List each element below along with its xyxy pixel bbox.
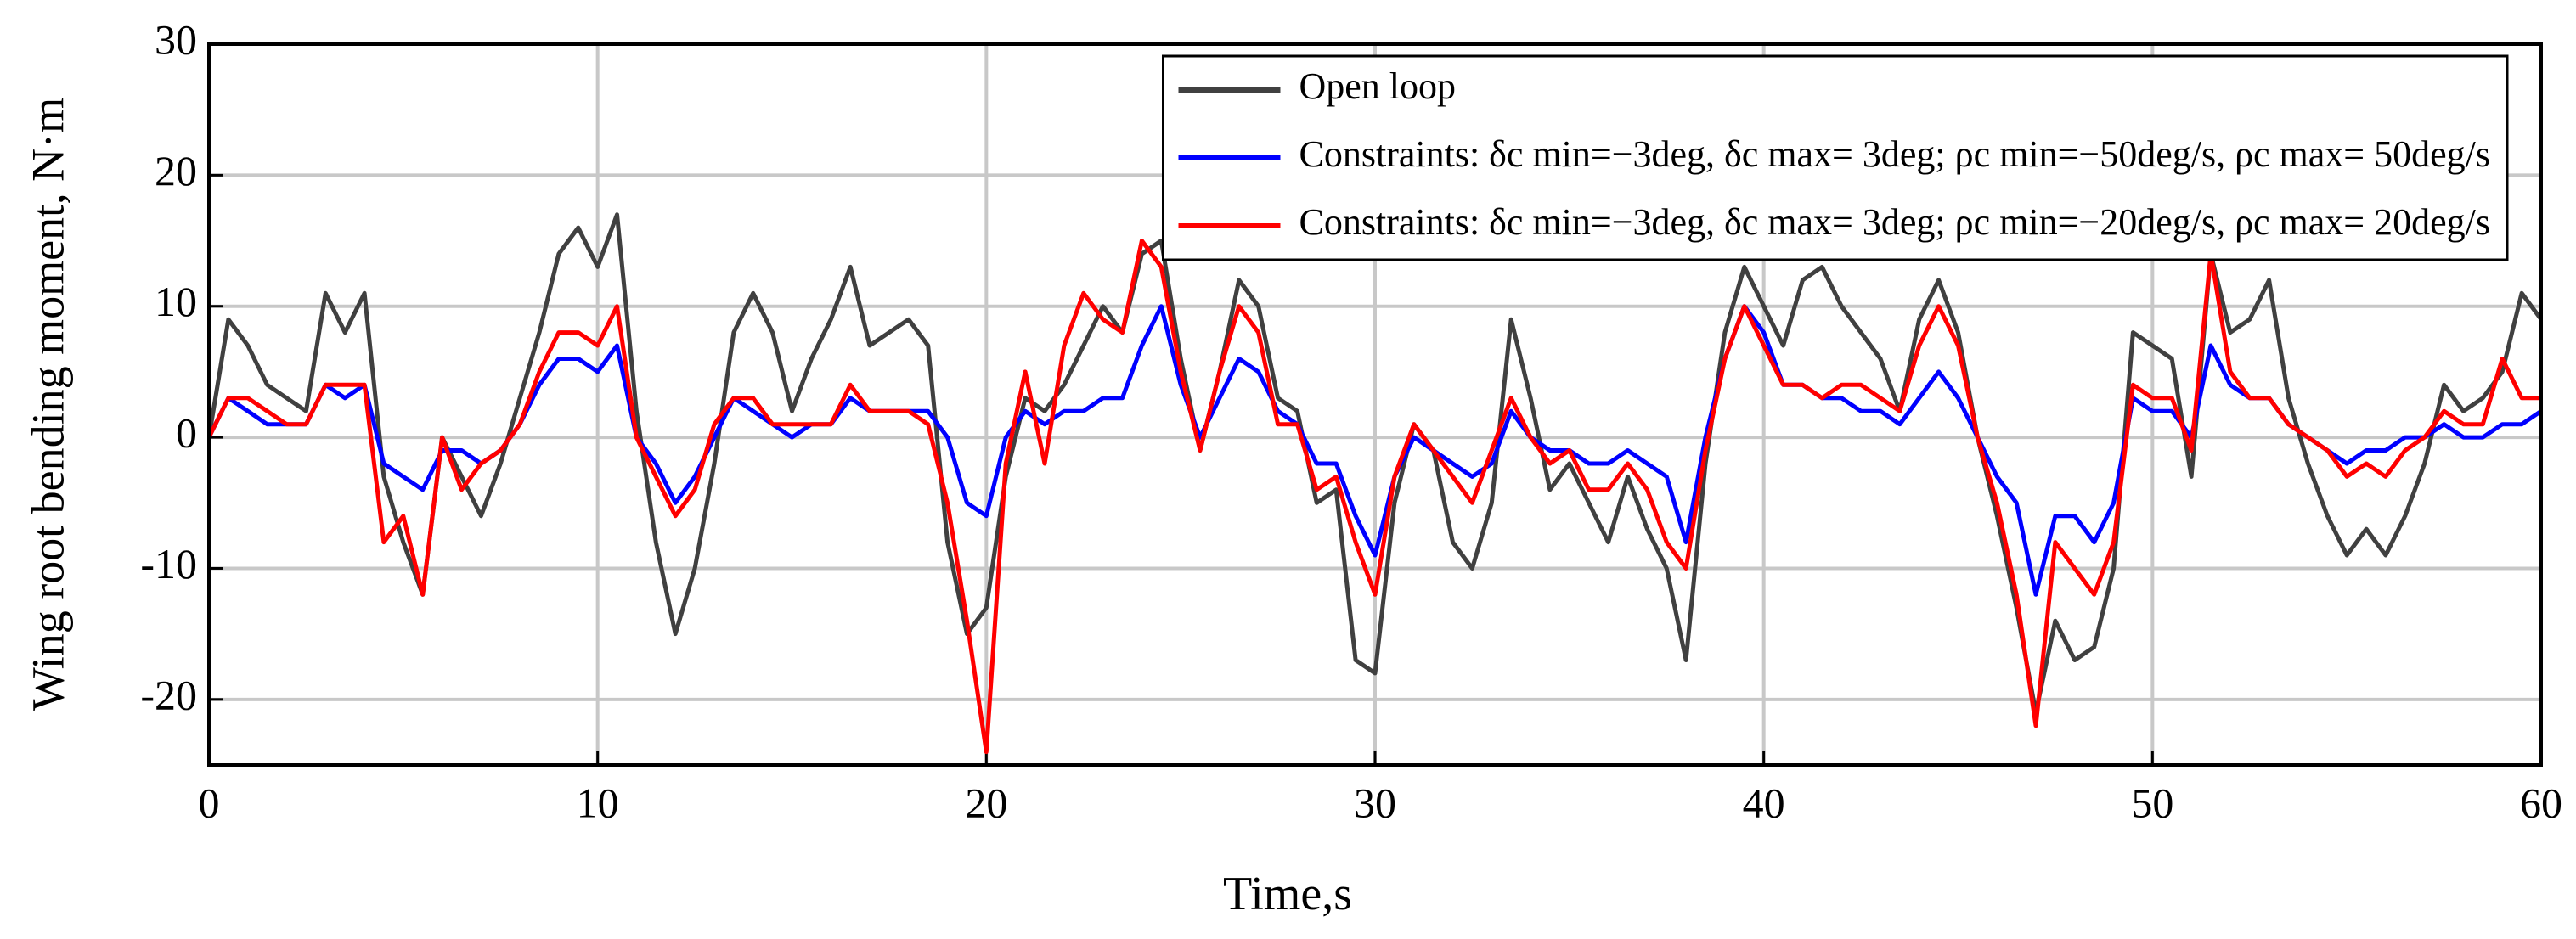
legend-label: Open loop: [1299, 65, 1457, 107]
legend: Open loop Constraints: δc min=−3deg, δc m…: [1162, 54, 2509, 261]
series-line: [209, 304, 2541, 597]
series-line: [209, 239, 2541, 755]
y-tick-label: -20: [140, 671, 197, 718]
x-tick-label: 20: [965, 779, 1007, 826]
x-axis-title: Time,s: [1223, 868, 1352, 920]
x-tick-label: 30: [1354, 779, 1396, 826]
x-tick-label: 10: [577, 779, 619, 826]
legend-label: Constraints: δc min=−3deg, δc max= 3deg;…: [1299, 201, 2491, 243]
legend-box: [1162, 54, 2509, 261]
x-tick-label: 0: [199, 779, 220, 826]
y-tick-label: 30: [155, 15, 197, 63]
y-tick-label: 0: [176, 409, 197, 457]
series-line: [209, 212, 2541, 715]
y-tick-label: 10: [155, 278, 197, 325]
plot-frame: [207, 42, 2543, 767]
x-tick-label: 40: [1743, 779, 1785, 826]
x-tick-label: 60: [2520, 779, 2562, 826]
y-tick-label: -10: [140, 540, 197, 588]
y-tick-label: 20: [155, 147, 197, 194]
legend-label: Constraints: δc min=−3deg, δc max= 3deg;…: [1299, 133, 2491, 175]
y-axis-title: Wing root bending moment, N·m: [22, 98, 73, 711]
x-tick-label: 50: [2131, 779, 2173, 826]
